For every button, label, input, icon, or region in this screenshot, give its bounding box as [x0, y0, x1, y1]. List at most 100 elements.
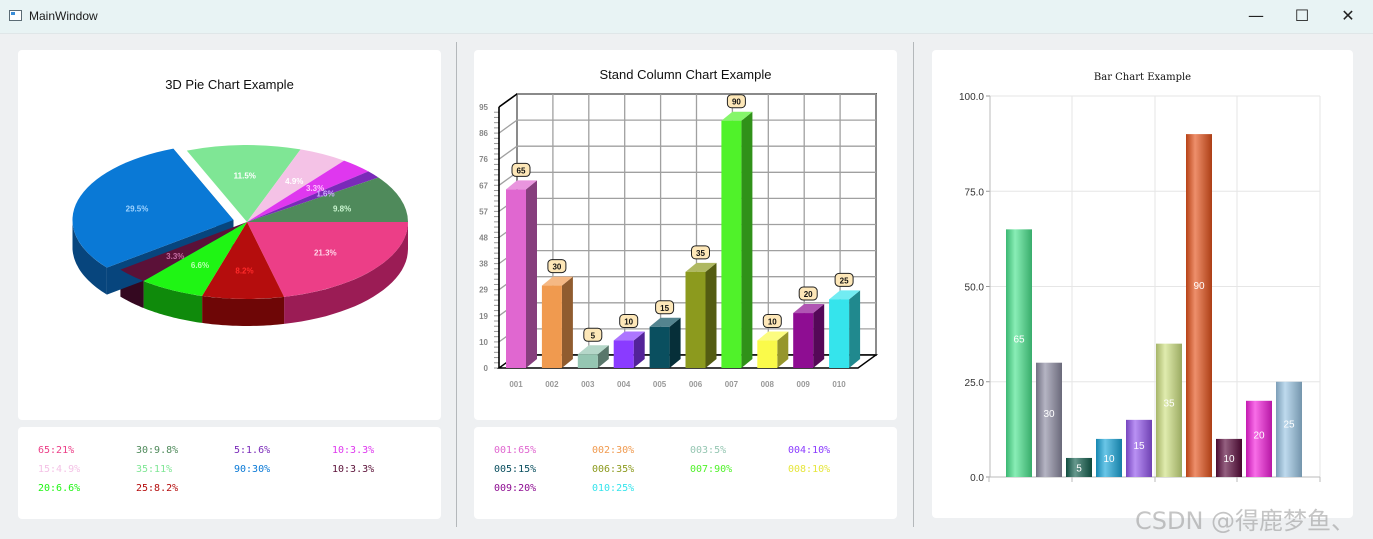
column-value-label: 25 — [840, 276, 849, 285]
pie-legend-item: 65:21% — [38, 445, 75, 456]
bar-ytick-label: 75.0 — [965, 187, 985, 198]
bar-rect — [1246, 400, 1272, 477]
column-bar — [577, 354, 598, 368]
bar-ytick-label: 50.0 — [965, 283, 985, 294]
column-bar-side — [705, 262, 717, 368]
column-category-label: 009 — [797, 380, 811, 389]
column-bar-top — [793, 304, 825, 314]
pie-slice-side — [72, 220, 107, 295]
pie-legend-item: 90:30% — [234, 464, 271, 475]
column-legend-item: 008:10% — [788, 464, 831, 475]
column-value-label: 35 — [696, 249, 705, 258]
column-chart-legend: 001:65% 002:30% 003:5% 004:10% 005:15% 006:35… — [474, 427, 897, 519]
column-ytick-label: 29 — [479, 286, 488, 295]
column-value-label: 5 — [591, 331, 596, 340]
pie-legend-item: 5:1.6% — [234, 445, 271, 456]
pie-slice-label: 21.3% — [314, 249, 337, 258]
column-value-label: 10 — [768, 318, 777, 327]
bar-value-label: 65 — [1013, 334, 1025, 345]
column-ytick-label: 86 — [479, 129, 488, 138]
column-bar-top — [541, 276, 573, 286]
column-category-label: 010 — [832, 380, 846, 389]
window-titlebar: MainWindow — ☐ ✕ — [0, 0, 1373, 34]
pie-slice — [247, 177, 408, 222]
pie-slice-label: 6.6% — [191, 261, 209, 270]
pie-slice — [143, 222, 247, 296]
column-ytick-label: 57 — [479, 207, 488, 216]
bar-chart-title: Bar Chart Example — [1093, 72, 1192, 83]
column-bar-side — [777, 331, 789, 368]
column-bar-side — [526, 180, 537, 368]
pie-slice-label: 3.3% — [306, 184, 324, 193]
column-legend-item: 007:90% — [690, 464, 733, 475]
column-value-label: 30 — [552, 263, 561, 272]
window-title: MainWindow — [29, 9, 98, 23]
pie-slice — [247, 171, 379, 222]
pie-slice-label: 29.5% — [126, 205, 149, 214]
column-category-label: 005 — [653, 380, 667, 389]
pie-slice-label: 11.5% — [234, 171, 256, 180]
column-value-bubble — [798, 286, 818, 301]
column-ytick-label: 38 — [479, 260, 488, 269]
pie-slice-side — [284, 222, 408, 324]
pie-slice-label: 4.9% — [285, 177, 303, 186]
column-legend-item: 010:25% — [592, 483, 635, 494]
column-ytick-label: 48 — [479, 234, 488, 243]
column-bar-top — [577, 345, 609, 355]
bar-rect — [1186, 134, 1212, 477]
column-category-label: 004 — [617, 380, 631, 389]
bar-rect — [1066, 457, 1092, 477]
close-button[interactable]: ✕ — [1341, 6, 1355, 25]
column-value-bubble — [762, 314, 782, 329]
column-bar — [685, 271, 706, 368]
splitter-handle-left[interactable] — [456, 42, 457, 527]
column-bar — [721, 120, 742, 368]
column-value-bubble — [834, 272, 854, 287]
column-category-label: 002 — [545, 380, 559, 389]
pie-slice-side — [143, 281, 203, 323]
column-bar-top — [649, 317, 681, 327]
column-value-label: 15 — [660, 304, 669, 313]
column-bar-top — [613, 331, 645, 341]
bar-rect — [1126, 419, 1152, 477]
pie-legend-item: 25:8.2% — [136, 483, 179, 494]
pie-slice — [72, 148, 234, 268]
pie-slice — [247, 222, 408, 297]
pie-legend-item: 35:11% — [136, 464, 173, 475]
column-bar — [793, 313, 814, 368]
column-category-label: 001 — [509, 380, 523, 389]
column-side-gridline — [498, 119, 518, 134]
column-bar — [506, 189, 526, 368]
column-legend-item: 004:10% — [788, 445, 831, 456]
minimize-button[interactable]: — — [1248, 6, 1264, 25]
pie-slice-label: 3.3% — [166, 252, 184, 261]
column-value-bubble — [511, 162, 531, 177]
column-side-gridline — [498, 145, 518, 160]
bar-value-label: 10 — [1103, 454, 1115, 465]
pie-slice — [247, 149, 345, 222]
column-value-bubble — [583, 327, 603, 342]
column-bar — [541, 285, 562, 368]
column-bar-top — [721, 111, 753, 121]
pie-slice — [247, 160, 369, 222]
bar-value-label: 15 — [1133, 441, 1145, 452]
column-bar-side — [741, 111, 753, 368]
column-chart-title: Stand Column Chart Example — [599, 67, 772, 82]
pie-legend-item: 15:4.9% — [38, 464, 81, 475]
bar-rect — [1006, 229, 1032, 477]
column-value-label: 90 — [732, 98, 741, 107]
bar-value-label: 35 — [1163, 398, 1175, 409]
column-chart-canvas: 0101929384857677686956500130002500310004… — [479, 93, 879, 389]
pie-slice-label: 8.2% — [235, 267, 253, 276]
bar-chart-canvas: 0.0 25.0 50.0 75.0 100.0 65 30 5 10 15 35 90 10 20 25 — [959, 92, 1321, 484]
bar-ytick-label: 100.0 — [959, 92, 984, 103]
bar-value-label: 30 — [1043, 409, 1055, 420]
column-bar-side — [849, 290, 861, 368]
column-value-bubble — [547, 259, 567, 274]
bar-value-label: 10 — [1223, 454, 1235, 465]
column-category-label: 006 — [689, 380, 703, 389]
bar-value-label: 90 — [1193, 281, 1205, 292]
column-ytick-label: 76 — [479, 155, 488, 164]
maximize-button[interactable]: ☐ — [1294, 6, 1310, 25]
splitter-handle-right[interactable] — [913, 42, 914, 527]
